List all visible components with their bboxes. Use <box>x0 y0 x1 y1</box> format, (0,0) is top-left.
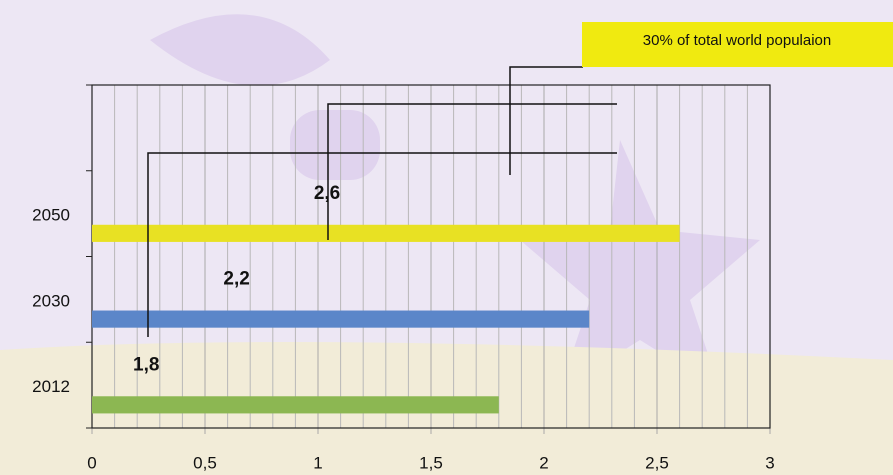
value-label: 2,6 <box>314 183 340 204</box>
leader-line <box>327 103 617 240</box>
x-tick-label: 0 <box>87 453 96 472</box>
y-tick-label: 2012 <box>32 377 70 396</box>
x-tick-label: 1 <box>313 453 322 472</box>
y-tick-label: 2030 <box>32 291 70 310</box>
annotation: 30% of total world populaion <box>643 32 831 49</box>
bar <box>92 310 590 328</box>
x-tick-label: 1,5 <box>419 453 443 472</box>
value-label: 2,2 <box>223 269 249 290</box>
plot-area: 0 0,5 1 1,5 2 2,5 3 2012 1,8 2030 2,2 2050 2,6 <box>32 84 775 472</box>
leader-line <box>509 66 583 175</box>
x-tick-label: 0,5 <box>193 453 217 472</box>
x-tick-label: 2,5 <box>645 453 669 472</box>
bar <box>92 396 499 414</box>
value-label: 1,8 <box>133 354 159 375</box>
x-tick-label: 2 <box>539 453 548 472</box>
leader-line <box>147 152 617 337</box>
x-tick-label: 3 <box>765 453 774 472</box>
bar <box>92 224 680 242</box>
callout: 30% of total world populaion <box>147 22 893 337</box>
y-tick-label: 2050 <box>32 206 70 225</box>
annotation-box <box>582 22 893 67</box>
